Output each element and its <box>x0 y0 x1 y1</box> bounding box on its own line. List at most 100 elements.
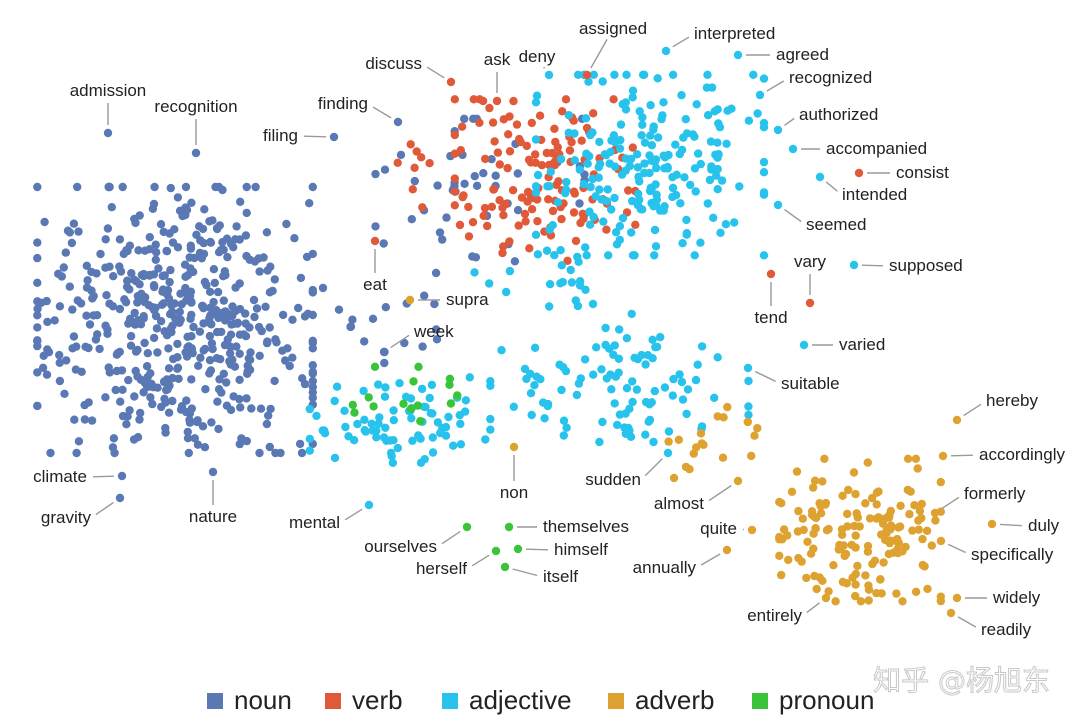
point-noun <box>282 219 291 229</box>
point-adverb <box>917 499 926 509</box>
point-adjective <box>678 395 688 404</box>
point-pronoun <box>406 404 416 413</box>
point-noun <box>262 338 272 348</box>
point-verb <box>533 217 542 226</box>
point-adjective <box>553 198 563 207</box>
point-noun <box>154 264 163 273</box>
label-vary: vary <box>794 252 827 271</box>
point-adjective <box>659 206 668 215</box>
label-himself: himself <box>554 540 608 559</box>
point-adjective <box>441 422 451 432</box>
point-noun <box>235 330 245 339</box>
point-verb <box>522 141 531 151</box>
point-noun <box>420 291 429 300</box>
point-adverb <box>894 538 903 548</box>
point-noun <box>380 165 390 174</box>
point-verb <box>631 220 640 229</box>
point-noun <box>173 363 183 372</box>
point-adjective <box>543 401 552 411</box>
point-duly <box>987 519 997 529</box>
point-noun <box>116 397 125 406</box>
point-noun <box>181 203 190 212</box>
point-adverb <box>839 541 848 550</box>
point-adjective <box>627 228 636 237</box>
point-verb <box>488 118 498 127</box>
label-non: non <box>500 483 528 502</box>
point-adjective <box>599 217 608 226</box>
point-adjective <box>381 423 390 432</box>
point-noun <box>55 376 65 386</box>
point-almost <box>733 476 743 486</box>
point-noun <box>159 227 168 237</box>
point-noun <box>222 378 231 387</box>
point-adjective <box>633 163 643 172</box>
point-adjective <box>570 156 579 165</box>
point-adjective <box>652 342 662 352</box>
point-adjective <box>585 220 595 229</box>
point-adverb <box>881 535 890 545</box>
point-adjective <box>562 177 571 187</box>
point-noun <box>242 394 251 403</box>
point-pronoun <box>364 393 373 402</box>
point-verb <box>551 137 560 147</box>
point-noun <box>255 267 264 276</box>
point-eat <box>370 236 380 246</box>
point-noun <box>460 114 469 124</box>
point-noun <box>281 356 290 365</box>
point-intended <box>815 172 825 182</box>
point-adjective <box>562 423 571 432</box>
point-adjective <box>361 427 370 436</box>
point-adverb <box>879 558 888 567</box>
point-verb <box>450 201 459 210</box>
point-noun <box>42 296 51 306</box>
point-noun <box>151 303 160 312</box>
point-adjective <box>470 268 479 277</box>
legend-swatch-noun <box>207 693 223 709</box>
point-adjective <box>367 419 376 428</box>
point-adjective <box>425 393 434 403</box>
point-adjective <box>675 149 684 159</box>
point-adjective <box>395 379 404 388</box>
point-adjective <box>368 426 377 435</box>
point-noun <box>137 270 147 280</box>
point-noun <box>139 388 148 397</box>
point-adverb <box>811 524 820 533</box>
point-adjective <box>486 377 495 386</box>
point-verb <box>479 211 488 220</box>
point-noun <box>308 376 317 386</box>
point-adverb <box>718 453 728 462</box>
leader-line-accordingly <box>950 454 974 457</box>
point-noun <box>73 182 82 192</box>
point-noun <box>217 327 226 337</box>
point-supra <box>405 295 415 305</box>
point-noun <box>225 357 234 366</box>
point-adjective <box>574 379 584 388</box>
point-ourselves <box>462 522 472 532</box>
point-adjective <box>556 279 565 288</box>
point-adjective <box>559 416 569 425</box>
point-adjective <box>527 410 536 420</box>
label-hereby: hereby <box>986 391 1038 410</box>
point-adverb <box>831 597 840 606</box>
point-adjective <box>683 385 693 394</box>
point-noun <box>102 291 111 300</box>
point-deny <box>544 70 554 80</box>
point-noun <box>162 375 172 384</box>
point-adjective <box>660 153 670 162</box>
point-hereby <box>952 415 962 425</box>
point-noun <box>431 268 441 278</box>
point-noun <box>143 349 152 358</box>
point-adjective <box>406 394 416 403</box>
point-adverb <box>889 548 898 557</box>
point-adjective <box>305 434 314 444</box>
point-adjective <box>637 350 646 360</box>
point-adjective <box>628 86 638 95</box>
point-adjective <box>650 251 659 260</box>
point-adjective <box>638 70 648 80</box>
point-noun <box>122 282 132 292</box>
label-varied: varied <box>839 335 885 354</box>
point-adjective <box>407 414 416 423</box>
point-noun <box>82 311 91 320</box>
label-ask: ask <box>484 50 511 69</box>
point-noun <box>192 417 202 427</box>
